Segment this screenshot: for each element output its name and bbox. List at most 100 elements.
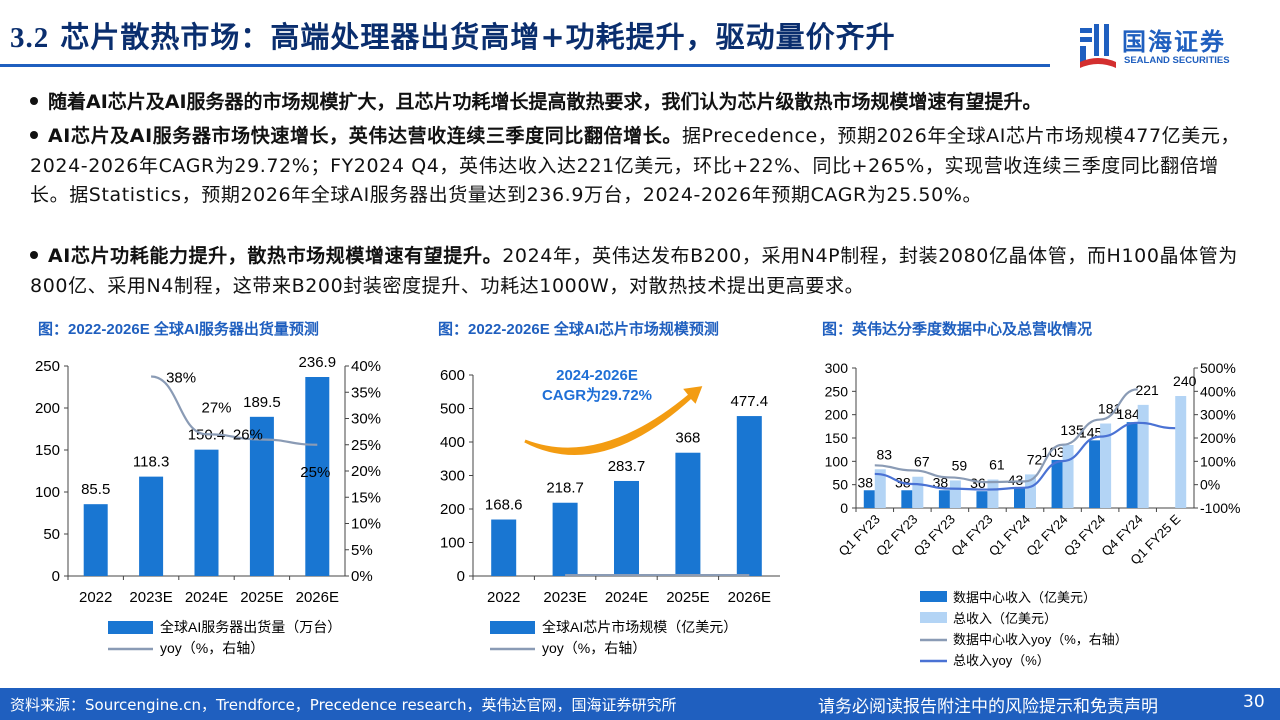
legend-label: 数据中心收入（亿美元） <box>953 590 1096 605</box>
y2-tick-label: 35% <box>351 384 381 401</box>
bar-data-label: 59 <box>952 457 968 473</box>
cagr-annotation: CAGR为29.72% <box>542 386 652 404</box>
bullet-3: AI芯片功耗能力提升，散热市场规模增速有望提升。2024年，英伟达发布B200，… <box>30 242 1250 301</box>
y2-tick-label: 400% <box>1200 383 1236 399</box>
chart3-title: 图：英伟达分季度数据中心及总营收情况 <box>822 321 1093 338</box>
y2-tick-label: -100% <box>1200 500 1240 516</box>
bullet-2-text: 据Precedence，预期2026年全球AI芯片市场规模477亿美元，2024… <box>30 125 1241 206</box>
bar <box>305 377 330 576</box>
bar <box>1062 445 1074 508</box>
bar-data-label: 184 <box>1116 406 1140 422</box>
y2-tick-label: 300% <box>1200 407 1236 423</box>
bar <box>938 490 950 508</box>
charts-canvas: 0 50 100 150 200 250 0% 5% 10% 15% 20% 25% 30% 35% 40%… <box>35 354 1241 668</box>
line-data-label: 26% <box>233 427 263 444</box>
footer-disclaimer: 请务必阅读报告附注中的风险提示和免责声明 <box>818 697 1158 717</box>
legend-swatch <box>108 621 153 634</box>
line-data-label: 27% <box>201 399 231 416</box>
legend-label: 全球AI服务器出货量（万台） <box>160 619 341 635</box>
cagr-arrow-icon <box>524 386 703 455</box>
bullet-icon <box>30 250 38 259</box>
x-tick-label: 2022 <box>79 589 112 606</box>
y-tick-label: 100 <box>35 484 60 501</box>
y2-tick-label: 10% <box>351 516 381 533</box>
y-tick-label: 50 <box>832 477 848 493</box>
bar <box>901 490 913 508</box>
x-tick-label: 2025E <box>240 589 283 606</box>
legend-swatch <box>920 591 947 602</box>
bar-data-label: 67 <box>914 454 930 470</box>
bar-data-label: 83 <box>876 446 892 462</box>
y2-tick-label: 200% <box>1200 430 1236 446</box>
bullet-icon <box>30 96 38 105</box>
bar-data-label: 221 <box>1135 382 1159 398</box>
x-tick-label: 2022 <box>487 589 520 606</box>
cagr-annotation: 2024-2026E <box>556 367 638 384</box>
y-tick-label: 100 <box>825 453 849 469</box>
y-tick-label: 300 <box>825 360 849 376</box>
bar <box>976 491 988 508</box>
page-title: 3.2 芯片散热市场：高端处理器出货高增+功耗提升，驱动量价齐升 <box>10 14 896 56</box>
legend-label: 总收入（亿美元） <box>953 611 1057 626</box>
x-tick-label: 2023E <box>129 589 172 606</box>
bar <box>491 519 517 576</box>
legend-label: 总收入yoy（%） <box>953 653 1050 668</box>
bar-data-label: 218.7 <box>546 480 584 497</box>
bar-data-label: 236.9 <box>299 354 337 371</box>
chart1-title: 图：2022-2026E 全球AI服务器出货量预测 <box>38 321 319 338</box>
y2-tick-label: 40% <box>351 358 381 375</box>
bar <box>1089 440 1101 508</box>
bullet-3-text: 2024年，英伟达发布B200，采用N4P制程，封装2080亿晶体管，而H100… <box>30 245 1238 297</box>
y-tick-label: 0 <box>840 500 848 516</box>
bullet-3-bold: AI芯片功耗能力提升，散热市场规模增速有望提升。 <box>48 245 503 267</box>
bullet-1-bold: 随着AI芯片及AI服务器的市场规模扩大，且芯片功耗增长提高散热要求，我们认为芯片… <box>48 91 1042 113</box>
section-number: 3.2 <box>10 22 50 54</box>
x-tick-label: 2025E <box>666 589 709 606</box>
footer: 资料来源：Sourcengine.cn，Trendforce，Precedenc… <box>0 688 1280 720</box>
y-tick-label: 200 <box>35 400 60 417</box>
y2-tick-label: 5% <box>351 542 373 559</box>
bar-data-label: 189.5 <box>243 394 281 411</box>
bar <box>736 416 762 576</box>
x-tick-label: 2024E <box>605 589 648 606</box>
bar <box>1014 487 1025 508</box>
bar <box>1051 459 1063 508</box>
y-tick-label: 150 <box>35 442 60 459</box>
bar-data-label: 36 <box>970 475 986 491</box>
legend-label: yoy（%，右轴） <box>542 640 646 656</box>
bar-data-label: 168.6 <box>485 497 523 514</box>
bar-data-label: 61 <box>989 457 1005 473</box>
y-tick-label: 50 <box>43 526 60 543</box>
bar <box>874 469 886 508</box>
bar <box>987 479 999 508</box>
chart2-title: 图：2022-2026E 全球AI芯片市场规模预测 <box>438 321 719 338</box>
y2-tick-label: 100% <box>1200 453 1236 469</box>
y-tick-label: 0 <box>457 568 465 585</box>
bar <box>249 416 274 576</box>
yoy-line <box>874 388 1138 484</box>
y-tick-label: 600 <box>440 367 465 384</box>
bar <box>912 476 924 508</box>
bar-data-label: 43 <box>1008 472 1024 488</box>
y-tick-label: 300 <box>440 468 465 485</box>
y2-tick-label: 20% <box>351 463 381 480</box>
bar <box>1025 474 1036 508</box>
bar <box>1100 423 1112 508</box>
bar-data-label: 135 <box>1060 422 1084 438</box>
bar <box>194 449 219 576</box>
y2-tick-label: 15% <box>351 489 381 506</box>
bar <box>552 502 578 576</box>
legend-label: yoy（%，右轴） <box>160 640 264 656</box>
y-tick-label: 250 <box>825 383 849 399</box>
legend-swatch <box>920 612 947 623</box>
bar <box>1175 396 1187 508</box>
line-data-label: 38% <box>166 370 196 387</box>
yoy-line <box>150 375 318 446</box>
bar-data-label: 72 <box>1027 451 1043 467</box>
y2-tick-label: 0% <box>1200 477 1220 493</box>
bar-data-label: 85.5 <box>81 481 110 498</box>
page-number: 30 <box>1243 692 1265 712</box>
y2-tick-label: 0% <box>351 568 373 585</box>
x-tick-label: 2026E <box>728 589 771 606</box>
y2-tick-label: 25% <box>351 437 381 454</box>
